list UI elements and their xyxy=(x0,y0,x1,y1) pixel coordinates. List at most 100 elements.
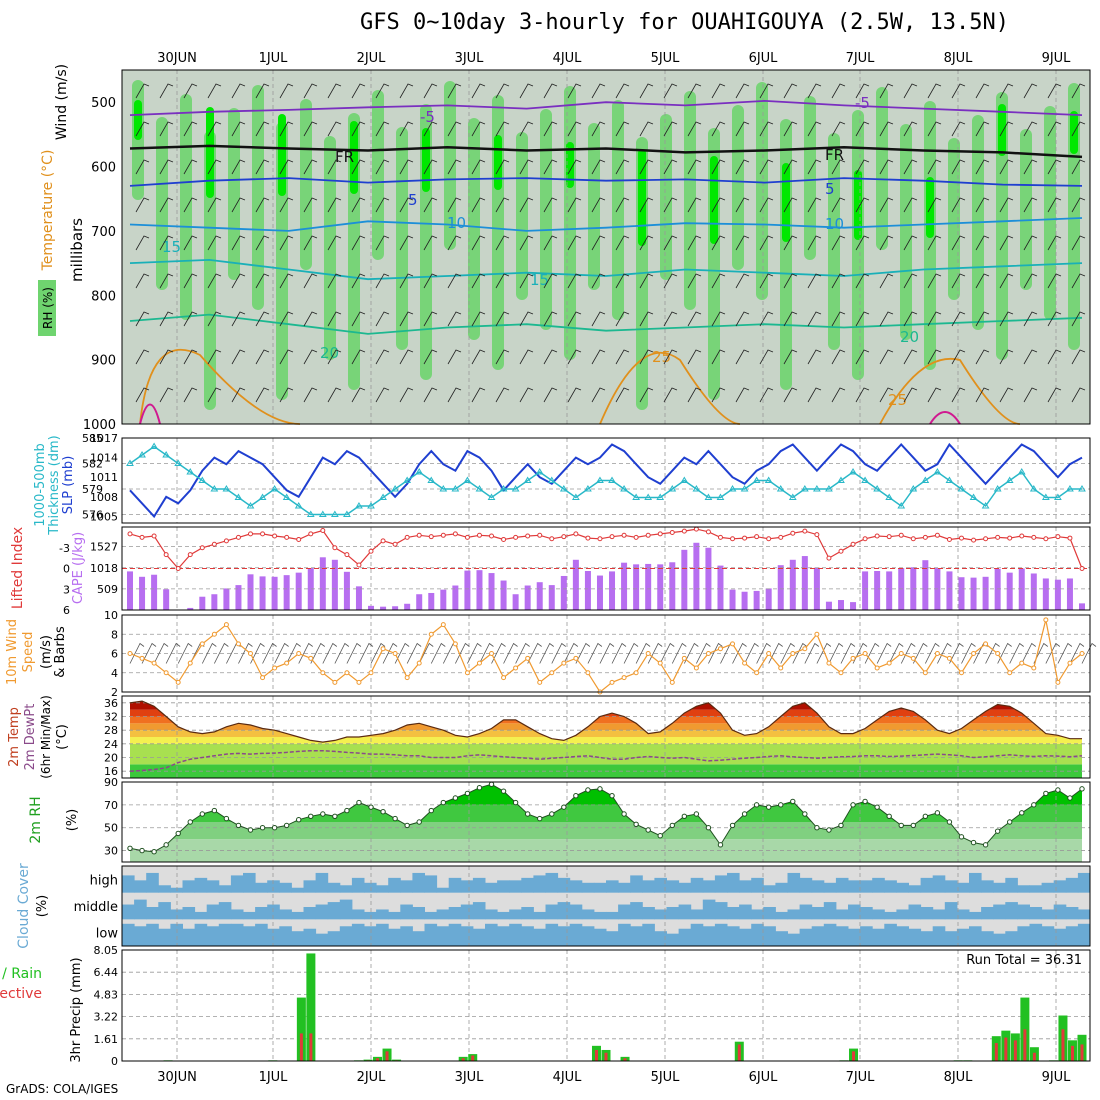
cape-bar xyxy=(284,575,290,610)
cloud-high-cell xyxy=(933,875,946,892)
precip-convective-bar xyxy=(852,1051,855,1061)
cloud-high-cell xyxy=(376,885,389,892)
rh-point xyxy=(899,823,903,827)
cloud-low-cell xyxy=(921,931,934,946)
cloud-middle-cell xyxy=(255,907,268,919)
cloud-high-cell xyxy=(860,880,873,892)
cloud-low-cell xyxy=(219,924,232,946)
rh-point xyxy=(128,846,132,850)
lifted-index-point xyxy=(381,539,385,543)
rh-point xyxy=(706,826,710,830)
rh-point xyxy=(598,787,602,791)
rh-point xyxy=(995,829,999,833)
cloud-low-cell xyxy=(993,934,1006,946)
cloud-middle-cell xyxy=(1078,909,1091,919)
cloud-high-cell xyxy=(533,875,546,892)
precip-convective-bar xyxy=(595,1050,598,1061)
wind-speed-point xyxy=(694,666,698,670)
rh-saturated-band xyxy=(854,170,862,240)
lifted-index-point xyxy=(345,553,349,557)
wind-speed-point xyxy=(502,676,506,680)
contour-label-6: 5 xyxy=(825,180,835,198)
rh-point xyxy=(610,794,614,798)
wind-speed-point xyxy=(731,642,735,646)
precip-tick-6: 8.05 xyxy=(94,944,119,957)
cloud-middle-cell xyxy=(267,905,280,920)
cape-bar xyxy=(862,571,868,610)
cloud-low-cell xyxy=(727,926,740,946)
pressure-tick-4: 800 xyxy=(91,289,116,304)
lifted-index-point xyxy=(863,537,867,541)
wind-speed-point xyxy=(550,671,554,675)
cape-bar xyxy=(971,578,977,610)
wind-tick-4: 8 xyxy=(111,628,118,641)
precip-convective-bar xyxy=(300,1033,303,1061)
rh-point xyxy=(321,812,325,816)
wind-speed-point xyxy=(236,642,240,646)
rh-point xyxy=(959,835,963,839)
lifted-index-point xyxy=(212,542,216,546)
rh-moist-band xyxy=(372,90,384,260)
rh-saturated-band xyxy=(278,114,286,196)
lifted-index-point xyxy=(634,535,638,539)
cloud-middle-cell xyxy=(667,907,680,919)
rh-point xyxy=(224,816,228,820)
cape-bar xyxy=(476,570,482,610)
cloud-middle-cell xyxy=(594,912,607,919)
cloud-middle-cell xyxy=(364,912,377,919)
wind-speed-point xyxy=(357,680,361,684)
date-label-bottom-10: 9JUL xyxy=(1042,1070,1072,1085)
cloud-middle-cell xyxy=(449,907,462,919)
cloud-middle-cell xyxy=(183,907,196,919)
rh-point xyxy=(405,823,409,827)
lifted-index-point xyxy=(261,532,265,536)
date-label-top-10: 9JUL xyxy=(1042,51,1072,66)
legend-rh-units: (%) xyxy=(65,809,80,832)
cloud-low-cell xyxy=(231,924,244,946)
lifted-index-point xyxy=(1008,536,1012,540)
cloud-low-cell xyxy=(449,924,462,946)
cloud-high-cell xyxy=(340,885,353,892)
cloud-middle-cell xyxy=(158,902,171,919)
rh-point xyxy=(718,843,722,847)
cape-bar xyxy=(1007,573,1013,610)
rh-moist-band xyxy=(900,124,912,340)
cloud-high-cell xyxy=(316,873,329,893)
rh-moist-band xyxy=(852,110,864,380)
cloud-low-cell xyxy=(836,926,849,946)
lifted-index-point xyxy=(333,546,337,550)
cloud-low-cell xyxy=(1054,929,1067,946)
precip-convective-bar xyxy=(1081,1044,1084,1061)
date-label-bottom-3: 2JUL xyxy=(357,1070,387,1085)
lifted-index-tick-2: 0 xyxy=(63,563,70,576)
precip-tick-3: 3.22 xyxy=(94,1011,119,1024)
cloud-high-cell xyxy=(570,880,583,892)
cape-bar xyxy=(163,589,169,610)
cape-bar xyxy=(730,590,736,610)
cloud-low-cell xyxy=(582,926,595,946)
lifted-index-point xyxy=(236,535,240,539)
cloud-low-cell xyxy=(473,929,486,946)
cloud-low-cell xyxy=(558,926,571,946)
rh-point xyxy=(369,805,373,809)
cape-bar xyxy=(151,575,157,610)
lifted-index-tick-1: -3 xyxy=(59,542,70,555)
cloud-high-cell xyxy=(715,875,728,892)
temperature-band-7 xyxy=(122,710,1090,717)
cloud-low-cell xyxy=(715,924,728,946)
pressure-tick-1: 500 xyxy=(91,96,116,111)
precip-convective-bar xyxy=(1014,1040,1017,1061)
cloud-middle-cell xyxy=(957,909,970,919)
rh-point xyxy=(827,828,831,832)
cape-tick-1: 509 xyxy=(97,583,118,596)
cloud-middle-cell xyxy=(352,909,365,919)
legend-slp: SLP (mb) xyxy=(61,456,76,515)
legend-total-rain: Total / Rain xyxy=(0,966,42,982)
cape-bar xyxy=(320,557,326,610)
cloud-low-cell xyxy=(896,926,909,946)
cloud-middle-cell xyxy=(316,905,329,920)
cloud-middle-cell xyxy=(219,902,232,919)
cloud-middle-cell xyxy=(582,909,595,919)
lifted-index-point xyxy=(911,537,915,541)
cloud-middle-cell xyxy=(558,902,571,919)
